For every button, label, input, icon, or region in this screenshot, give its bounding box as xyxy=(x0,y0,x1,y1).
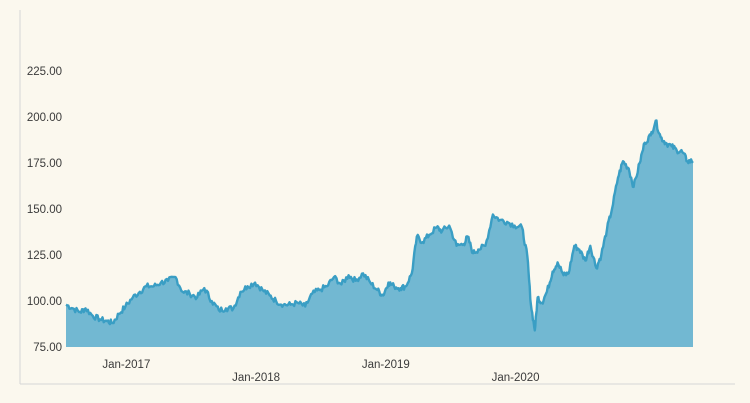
y-tick-label: 175.00 xyxy=(27,158,62,170)
series-line xyxy=(65,119,694,332)
x-tick-label: Jan-2017 xyxy=(102,359,150,371)
y-tick-label: 125.00 xyxy=(27,250,62,262)
y-tick-label: 75.00 xyxy=(33,342,62,354)
y-tick-label: 100.00 xyxy=(27,296,62,308)
y-tick-label: 200.00 xyxy=(27,112,62,124)
y-tick-label: 225.00 xyxy=(27,66,62,78)
x-axis: Jan-2017 Jan-2018 Jan-2019 Jan-2020 xyxy=(102,359,539,384)
y-axis: 75.00 100.00 125.00 150.00 175.00 200.00 225.0… xyxy=(27,66,62,354)
x-tick-label: Jan-2020 xyxy=(492,372,540,384)
plot-area xyxy=(65,119,694,347)
x-tick-label: Jan-2019 xyxy=(362,359,410,371)
x-tick-label: Jan-2018 xyxy=(232,372,280,384)
series-area-fill xyxy=(66,120,693,347)
y-tick-label: 150.00 xyxy=(27,204,62,216)
